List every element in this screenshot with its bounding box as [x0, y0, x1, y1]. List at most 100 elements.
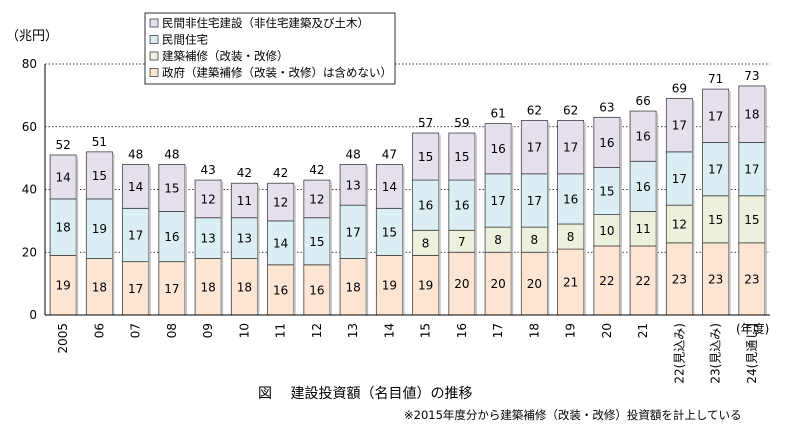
- legend-swatch: [149, 35, 159, 44]
- bar-shadow: [474, 135, 477, 315]
- segment-value-label: 19: [418, 279, 433, 293]
- bar-shadow: [329, 182, 332, 315]
- x-tick-label: 13: [346, 323, 360, 338]
- x-tick-label: 12: [310, 323, 324, 338]
- bar-shadow: [656, 113, 659, 315]
- bar-segment: [375, 254, 403, 316]
- x-tick-label: 22(見込み): [672, 323, 686, 384]
- bar-total-label: 63: [599, 100, 614, 114]
- bar-segment: [412, 132, 440, 181]
- segment-value-label: 17: [490, 194, 505, 208]
- bar-total-label: 48: [164, 147, 179, 161]
- bar-shadow: [221, 182, 224, 315]
- segment-value-label: 15: [744, 213, 759, 227]
- segment-value-label: 14: [128, 180, 143, 194]
- bar-segment: [629, 110, 657, 162]
- segment-value-label: 17: [527, 194, 542, 208]
- legend-entry: 政府（建築補修（改装・改修）は含めない）: [162, 66, 392, 80]
- bar-segment: [738, 142, 766, 197]
- bar-total-label: 42: [309, 163, 324, 177]
- segment-value-label: 11: [635, 222, 650, 236]
- segment-value-label: 15: [418, 150, 433, 164]
- segment-value-label: 13: [200, 232, 215, 246]
- bar-segment: [122, 207, 150, 263]
- bar-segment: [557, 248, 585, 316]
- bar-segment: [230, 217, 258, 259]
- bar-segment: [593, 245, 621, 316]
- segment-value-label: 15: [164, 181, 179, 195]
- x-tick-label: 24(見通し): [745, 323, 759, 384]
- x-tick-label: 23(見込み): [709, 323, 723, 384]
- segment-value-label: 10: [599, 224, 614, 238]
- x-tick-label: 10: [237, 323, 251, 338]
- x-tick-label: 20: [600, 323, 614, 338]
- segment-value-label: 8: [567, 230, 575, 244]
- legend-swatch: [149, 51, 159, 61]
- segment-value-label: 15: [454, 150, 469, 164]
- segment-value-label: 11: [237, 194, 252, 208]
- segment-value-label: 14: [55, 170, 70, 184]
- bar-segment: [158, 261, 186, 316]
- bar-total-label: 52: [55, 138, 70, 152]
- segment-value-label: 13: [237, 232, 252, 246]
- bar-total-label: 66: [635, 94, 650, 108]
- bar-shadow: [764, 87, 767, 316]
- bar-segment: [230, 258, 258, 316]
- segment-value-label: 13: [345, 178, 360, 192]
- bar-total-label: 47: [382, 147, 397, 161]
- x-tick-label: 2005: [56, 323, 70, 354]
- x-tick-label: 06: [92, 323, 106, 338]
- bar-segment: [702, 195, 730, 244]
- bar-shadow: [583, 122, 586, 315]
- segment-value-label: 16: [164, 230, 179, 244]
- segment-value-label: 17: [345, 225, 360, 239]
- bar-segment: [593, 167, 621, 216]
- bar-shadow: [184, 166, 187, 315]
- bar-shadow: [619, 119, 622, 316]
- segment-value-label: 14: [382, 180, 397, 194]
- bar-segment: [738, 85, 766, 143]
- bar-segment: [629, 245, 657, 316]
- segment-value-label: 15: [599, 185, 614, 199]
- bar-segment: [85, 198, 113, 259]
- segment-value-label: 8: [494, 233, 502, 247]
- segment-value-label: 15: [708, 213, 723, 227]
- segment-value-label: 19: [55, 279, 70, 293]
- segment-value-label: 23: [744, 272, 759, 286]
- segment-value-label: 16: [635, 130, 650, 144]
- bar-total-label: 42: [273, 166, 288, 180]
- segment-value-label: 16: [490, 142, 505, 156]
- bar-segment: [339, 163, 367, 206]
- bar-segment: [520, 226, 548, 253]
- bar-total-label: 69: [672, 82, 687, 96]
- segment-value-label: 16: [599, 136, 614, 150]
- segment-value-label: 8: [422, 236, 430, 250]
- segment-value-label: 20: [490, 277, 505, 291]
- segment-value-label: 12: [672, 218, 687, 232]
- segment-value-label: 12: [273, 196, 288, 210]
- segment-value-label: 20: [454, 277, 469, 291]
- bar-segment: [49, 198, 77, 256]
- segment-value-label: 16: [635, 180, 650, 194]
- bar-shadow: [547, 122, 550, 315]
- x-tick-label: 07: [129, 323, 143, 338]
- bar-segment: [702, 88, 730, 143]
- segment-value-label: 15: [309, 235, 324, 249]
- segment-value-label: 17: [128, 282, 143, 296]
- x-tick-label: 21: [636, 323, 650, 338]
- x-tick-label: 08: [165, 323, 179, 338]
- segment-value-label: 17: [128, 228, 143, 242]
- segment-value-label: 7: [458, 235, 466, 249]
- bar-segment: [738, 195, 766, 244]
- bar-segment: [702, 242, 730, 316]
- bar-segment: [448, 132, 476, 181]
- bar-total-label: 42: [237, 166, 252, 180]
- bar-total-label: 71: [708, 72, 723, 86]
- segment-value-label: 19: [92, 222, 107, 236]
- bar-segment: [267, 264, 295, 316]
- segment-value-label: 18: [744, 108, 759, 122]
- bar-shadow: [257, 185, 260, 315]
- segment-value-label: 22: [599, 274, 614, 288]
- x-axis-unit-label: (年度): [736, 321, 769, 336]
